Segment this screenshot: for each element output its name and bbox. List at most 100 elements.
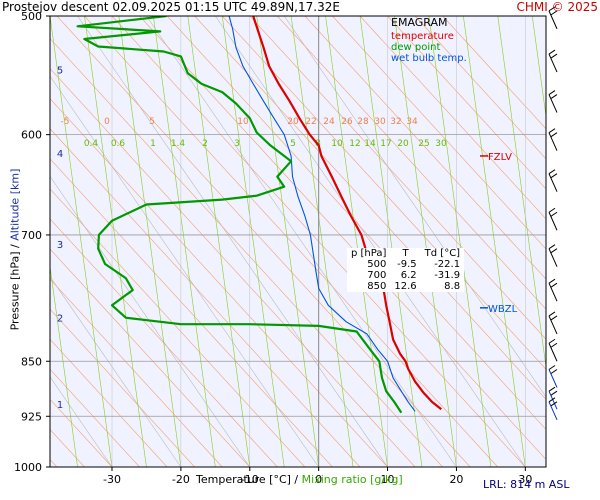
- wind-barb-flag: [548, 338, 556, 344]
- dry-adiabat: [222, 16, 546, 370]
- table-cell: -9.5: [397, 259, 417, 270]
- wind-barb-flag: [550, 248, 558, 254]
- wind-barb-shaft: [548, 315, 558, 335]
- mixing-ratio-line: [118, 16, 182, 467]
- wind-barb-flag: [548, 278, 556, 284]
- y-axis-label: Pressure [hPa] / Altitude [km]: [9, 95, 22, 405]
- table-row: 500 -9.5 -22.1: [347, 259, 464, 270]
- wind-barb-shaft: [548, 401, 558, 420]
- dry-adiabat: [332, 16, 546, 250]
- x-tick-label: 20: [449, 473, 463, 486]
- wind-barb-shaft: [548, 212, 558, 231]
- mixing-ratio-label: 1.4: [171, 139, 186, 149]
- legend-item-wetbulb: wet bulb temp.: [391, 53, 467, 64]
- x-tick-label: -30: [103, 473, 121, 486]
- wind-barb: [548, 278, 558, 302]
- wind-barb: [548, 207, 558, 231]
- y-tick-label: 1000: [14, 461, 42, 474]
- sounding-table: p [hPa] T Td [°C] 500 -9.5 -22.1 700 6.2…: [347, 248, 465, 292]
- wind-barb-shaft: [548, 94, 558, 113]
- table-cell: 6.2: [400, 270, 417, 281]
- chart-title: Prostejov descent 02.09.2025 01:15 UTC 4…: [2, 0, 340, 14]
- mixing-ratio-line: [153, 16, 216, 467]
- dry-adiabat: [50, 218, 278, 467]
- wind-barb-flag: [550, 369, 558, 374]
- series-dew-point: [76, 16, 403, 414]
- x-axis-label: Temperature [°C] / Mixing ratio [g/kg]: [196, 473, 403, 486]
- wind-barb-shaft: [548, 343, 558, 362]
- mixing-ratio-line: [394, 16, 457, 467]
- table-header-row: p [hPa] T Td [°C]: [347, 248, 464, 259]
- wind-barb-shaft: [548, 390, 558, 410]
- dry-adiabat: [0, 16, 2, 467]
- mixing-ratio-label: 17: [380, 139, 391, 149]
- wbzl-label: WBZL: [488, 304, 518, 315]
- series-wet-bulb-temp: [228, 16, 416, 412]
- wind-barb-flag: [550, 342, 558, 348]
- plot-frame: [49, 15, 547, 468]
- copyright-label: CHMI © 2025: [516, 0, 598, 14]
- plot-area: -5 0 5 10 20 22 24 26 28 30 32 340.4 0.6 1 1.4 2 3 5 8 10 12…: [0, 16, 546, 467]
- wind-barb-flag: [548, 244, 556, 250]
- x-tick-label: 30: [518, 473, 532, 486]
- mixing-ratio-label: 0.4: [84, 139, 99, 149]
- wind-barb-flag: [548, 207, 556, 213]
- mixing-ratio-line: [428, 16, 492, 467]
- dry-adiabat-label: 5: [149, 117, 155, 127]
- moist-adiabat: [50, 376, 113, 467]
- dry-adiabat: [194, 16, 546, 400]
- dry-adiabat: [50, 338, 168, 467]
- dry-adiabat-label: 34: [406, 117, 418, 127]
- dry-adiabat-label: 22: [305, 117, 316, 127]
- wind-barb-shaft: [548, 132, 558, 151]
- legend-item-dewpoint: dew point: [391, 42, 441, 53]
- wind-barb-flag: [550, 315, 558, 321]
- wind-barb: [548, 244, 558, 267]
- wind-barb-flag: [548, 386, 556, 392]
- altitude-label: 1: [57, 400, 63, 411]
- series-temperature: [252, 16, 442, 411]
- table-cell: 850: [367, 281, 387, 292]
- y-tick-label: 600: [21, 129, 42, 142]
- wind-barb-flag: [548, 6, 556, 12]
- wind-barb-flag: [548, 49, 556, 55]
- fzlv-label: FZLV: [488, 152, 512, 163]
- mixing-ratio-line: [221, 16, 285, 467]
- x-tick-label: 0: [315, 473, 322, 486]
- wind-barb-flag: [550, 173, 558, 179]
- mixing-ratio-line: [50, 264, 78, 467]
- wind-barb: [548, 397, 558, 420]
- wind-barb-flag: [550, 53, 558, 59]
- mixing-ratio-label: 20: [397, 139, 409, 149]
- dry-adiabat: [50, 368, 140, 467]
- wind-barb-flag: [550, 94, 558, 99]
- dry-adiabat: [50, 128, 361, 467]
- wind-barb-shaft: [548, 248, 558, 267]
- mixing-ratio-line: [359, 16, 423, 467]
- table-row: 700 6.2 -31.9: [347, 270, 464, 281]
- mixing-ratio-label: 25: [418, 139, 429, 149]
- dry-adiabat: [359, 16, 546, 220]
- wind-barb: [548, 338, 558, 362]
- dry-adiabat: [277, 16, 546, 310]
- wind-barb-flag: [550, 401, 558, 407]
- mixing-ratio-line: [256, 16, 319, 467]
- y-tick-label: 925: [21, 410, 42, 423]
- wind-barb-flag: [550, 211, 558, 217]
- mixing-ratio-label: 30: [435, 139, 447, 149]
- dry-adiabat: [414, 16, 546, 160]
- dry-adiabat-label: 26: [341, 117, 353, 127]
- mixing-ratio-label: 10: [331, 139, 343, 149]
- dry-adiabat: [50, 38, 443, 467]
- legend-title: EMAGRAM: [391, 16, 448, 29]
- dry-adiabat-label: 28: [357, 117, 369, 127]
- table-cell: 12.6: [394, 281, 417, 292]
- dry-adiabat: [139, 16, 546, 460]
- wind-barb-flag: [550, 132, 558, 138]
- dry-adiabat-label: 10: [237, 117, 249, 127]
- table-cell: 500: [367, 259, 387, 270]
- wind-barb: [548, 128, 558, 151]
- y-axis-label-pressure: Pressure [hPa] /: [8, 244, 22, 331]
